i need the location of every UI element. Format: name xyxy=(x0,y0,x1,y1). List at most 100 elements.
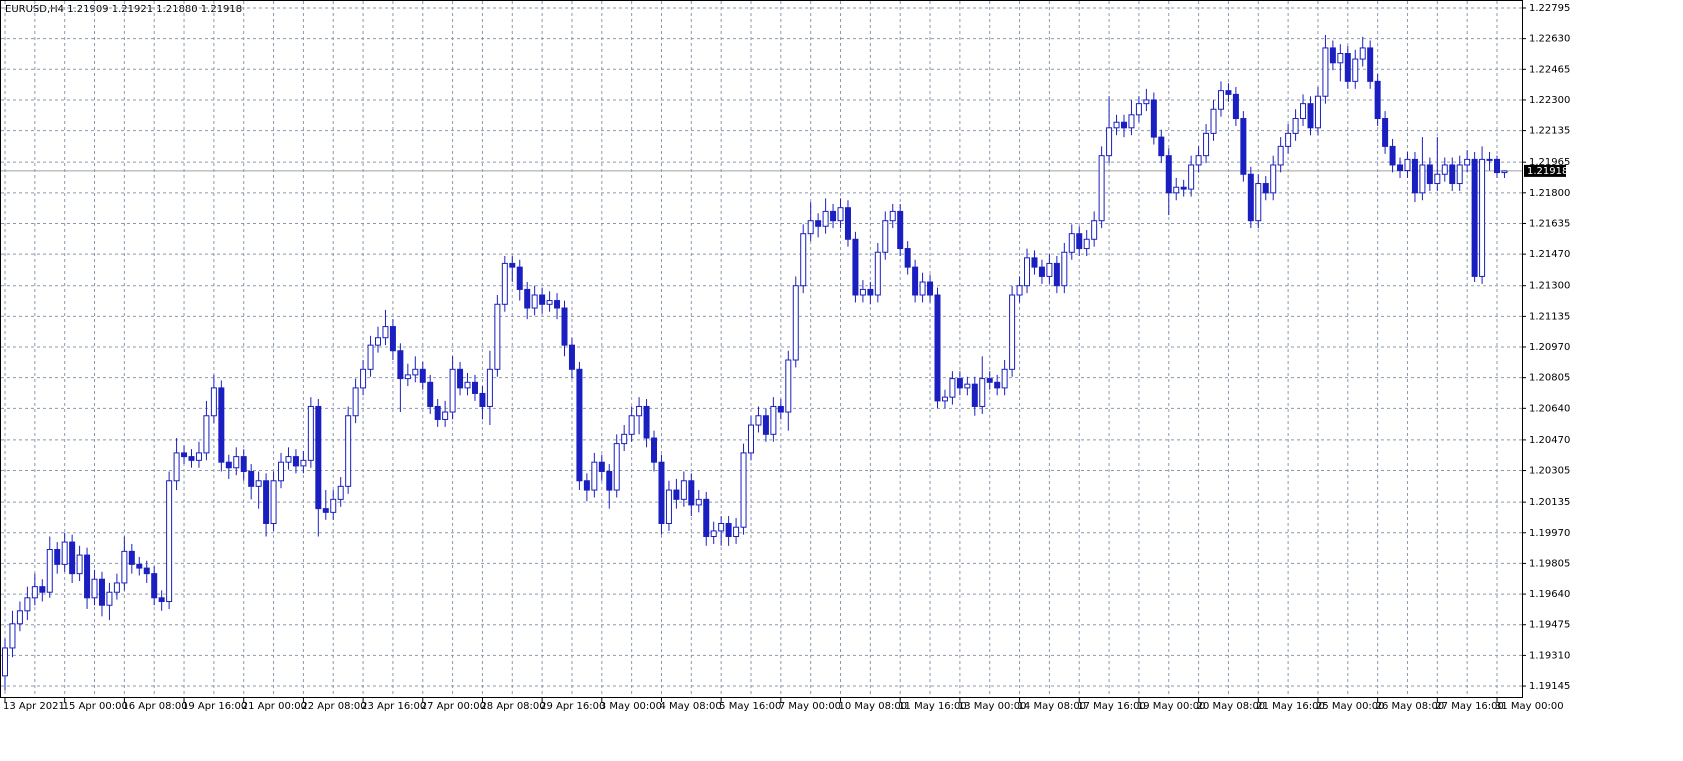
candle-body xyxy=(934,294,941,402)
candle-body xyxy=(815,220,822,227)
candle-body xyxy=(770,405,777,435)
candle-body xyxy=(46,549,53,593)
candle-body xyxy=(904,248,911,268)
candle-body xyxy=(31,586,38,599)
candle-body xyxy=(270,480,277,524)
candle-body xyxy=(628,415,635,435)
candle-body xyxy=(1203,132,1210,157)
candle-body xyxy=(397,350,404,380)
candle-body xyxy=(345,415,352,487)
y-tick-label: 1.22795 xyxy=(1529,3,1570,14)
candle-body xyxy=(941,396,948,402)
x-tick-label: 7 May 00:00 xyxy=(779,701,841,712)
x-tick-label: 22 Apr 08:00 xyxy=(301,701,366,712)
candle-body xyxy=(166,480,173,603)
candle-body xyxy=(822,210,829,227)
candle-body xyxy=(1076,233,1083,250)
candle-body xyxy=(1479,158,1486,277)
candle-body xyxy=(546,300,553,305)
candle-body xyxy=(725,522,732,537)
candle-body xyxy=(412,368,419,376)
candle-body xyxy=(494,303,501,370)
candle-body xyxy=(1456,164,1463,185)
candle-body xyxy=(1098,155,1105,222)
candle-body xyxy=(352,387,359,417)
candle-body xyxy=(1434,173,1441,185)
candle-body xyxy=(113,582,120,593)
candle-body xyxy=(1061,251,1068,287)
y-tick-label: 1.22630 xyxy=(1529,34,1570,45)
x-tick-label: 27 May 16:00 xyxy=(1435,701,1504,712)
candle-body xyxy=(195,452,202,461)
candle-body xyxy=(1173,186,1180,194)
candle-body xyxy=(434,405,441,420)
x-tick-label: 3 May 00:00 xyxy=(600,701,662,712)
candle-body xyxy=(1397,164,1404,172)
candle-body xyxy=(1322,47,1329,97)
candle-body xyxy=(225,461,232,469)
x-tick-label: 26 May 08:00 xyxy=(1376,701,1445,712)
x-tick-label: 19 May 00:00 xyxy=(1137,701,1206,712)
candle-body xyxy=(964,383,971,389)
candle-body xyxy=(203,415,210,454)
candle-body xyxy=(665,489,672,524)
x-tick-label: 28 Apr 08:00 xyxy=(480,701,545,712)
candle-body xyxy=(315,405,322,510)
candle-body xyxy=(16,610,23,625)
candle-body xyxy=(158,597,165,603)
y-tick-label: 1.22300 xyxy=(1529,95,1570,106)
x-tick-label: 25 May 00:00 xyxy=(1316,701,1385,712)
x-tick-label: 4 May 08:00 xyxy=(659,701,721,712)
candle-body xyxy=(1486,158,1493,161)
candle-body xyxy=(673,489,680,500)
x-tick-label: 10 May 08:00 xyxy=(839,701,908,712)
candle-body xyxy=(658,461,665,524)
chart-title: EURUSD,H4 1.21909 1.21921 1.21880 1.2191… xyxy=(5,4,242,15)
candle-body xyxy=(785,359,792,413)
candle-body xyxy=(307,405,314,461)
candle-body xyxy=(76,554,83,575)
y-tick-label: 1.19145 xyxy=(1529,681,1570,692)
candle-body xyxy=(69,541,76,575)
candle-body xyxy=(442,411,449,420)
candle-body xyxy=(382,326,389,339)
candle-body xyxy=(54,549,61,565)
candle-body xyxy=(889,210,896,222)
candle-body xyxy=(2,647,8,677)
last-price-label: 1.21918 xyxy=(1527,166,1568,177)
candle-body xyxy=(1046,262,1053,277)
candle-body xyxy=(979,378,986,407)
candle-body xyxy=(554,300,561,309)
candle-body xyxy=(800,233,807,287)
candle-body xyxy=(807,220,814,235)
candle-body xyxy=(956,378,963,389)
candle-body xyxy=(173,452,180,482)
candle-body xyxy=(330,498,337,513)
candle-body xyxy=(1277,145,1284,166)
candle-body xyxy=(479,392,486,407)
candle-body xyxy=(748,424,754,454)
candle-body xyxy=(1083,238,1090,250)
candle-body xyxy=(360,368,367,389)
candle-body xyxy=(1143,99,1150,105)
candle-body xyxy=(471,381,478,394)
candle-body xyxy=(912,266,919,296)
candle-body xyxy=(255,480,262,487)
x-tick-label: 19 Apr 16:00 xyxy=(182,701,247,712)
candle-body xyxy=(1016,285,1023,296)
candle-body xyxy=(210,387,217,417)
plot-frame xyxy=(0,0,1523,698)
candle-body xyxy=(1314,95,1321,129)
y-tick-label: 1.19310 xyxy=(1529,650,1570,661)
candle-body xyxy=(1367,47,1374,82)
candle-body xyxy=(755,415,762,426)
candle-body xyxy=(389,326,396,352)
candle-body xyxy=(830,210,837,222)
candle-body xyxy=(1292,118,1299,134)
candle-body xyxy=(1121,121,1127,129)
candle-body xyxy=(188,456,195,461)
candle-body xyxy=(1001,368,1008,389)
candle-body xyxy=(136,563,143,569)
candle-body xyxy=(949,378,956,398)
candle-body xyxy=(39,586,46,593)
